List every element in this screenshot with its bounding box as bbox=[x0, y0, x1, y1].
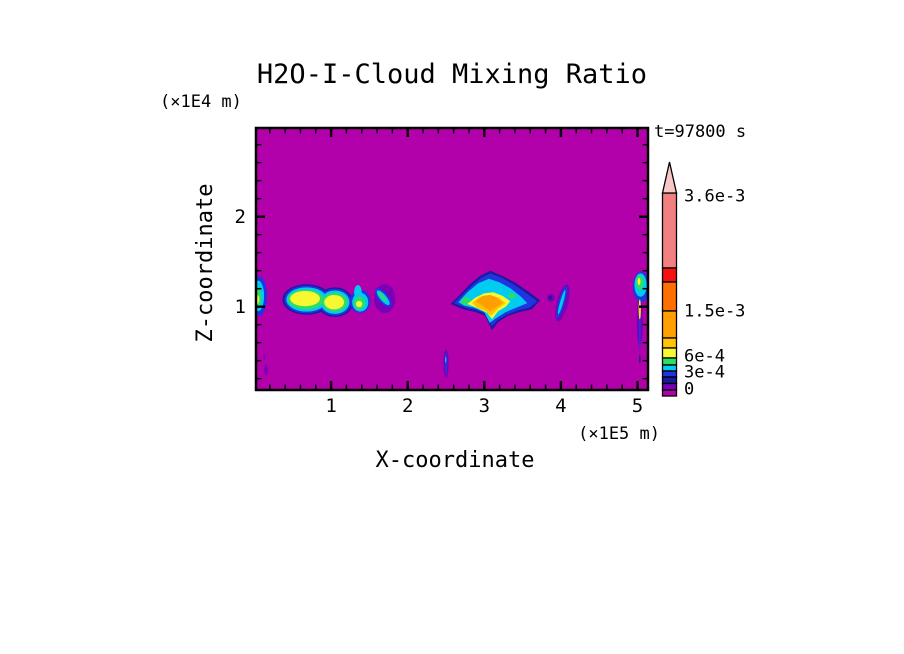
colorbar-band bbox=[661, 382, 678, 391]
cloud-contour bbox=[444, 352, 448, 375]
colorbar-band bbox=[661, 364, 678, 372]
cloud-contour bbox=[548, 295, 552, 300]
cloud-contour bbox=[637, 277, 641, 286]
colorbar-label: 3.6e-3 bbox=[684, 187, 745, 207]
cloud-contour bbox=[639, 303, 641, 318]
colorbar-band bbox=[661, 281, 678, 312]
z-tick-label: 2 bbox=[235, 206, 246, 228]
colorbar-arrow bbox=[661, 161, 678, 194]
plot-background bbox=[256, 128, 648, 390]
z-axis-unit: (×1E4 m) bbox=[160, 92, 242, 112]
x-axis-unit: (×1E5 m) bbox=[578, 424, 660, 444]
cloud-contour bbox=[475, 295, 503, 312]
cloud-contour bbox=[638, 309, 641, 351]
x-tick-label: 4 bbox=[555, 395, 566, 417]
colorbar-band bbox=[661, 267, 678, 283]
cloud-contour bbox=[639, 354, 641, 364]
plot-frame bbox=[254, 126, 650, 392]
x-tick-label: 2 bbox=[402, 395, 413, 417]
colorbar-band bbox=[661, 337, 678, 349]
colorbar-band bbox=[661, 376, 678, 385]
cloud-contour bbox=[461, 297, 471, 306]
colorbar-band bbox=[661, 192, 678, 269]
x-axis-title: X-coordinate bbox=[375, 448, 535, 473]
time-label: t=97800 s bbox=[654, 122, 747, 142]
colorbar-band bbox=[661, 347, 678, 359]
cloud-contour bbox=[355, 300, 363, 308]
cloud-contour bbox=[290, 290, 320, 307]
cloud-contour bbox=[324, 295, 345, 310]
colorbar-band bbox=[661, 357, 678, 366]
colorbar-label: 0 bbox=[684, 380, 694, 400]
cloud-contour bbox=[445, 356, 447, 363]
x-tick-label: 1 bbox=[325, 395, 336, 417]
cloud-contour bbox=[557, 290, 566, 315]
cloud-contour bbox=[263, 354, 266, 360]
axis-ticks bbox=[257, 129, 647, 389]
x-tick-label: 3 bbox=[479, 395, 490, 417]
z-tick-label: 1 bbox=[235, 296, 246, 318]
colorbar-label: 1.5e-3 bbox=[684, 302, 745, 322]
cloud-contour bbox=[508, 293, 516, 299]
colorbar-label: 6e-4 bbox=[684, 347, 725, 367]
plot-title: H2O-I-Cloud Mixing Ratio bbox=[256, 59, 648, 90]
colorbar-band bbox=[661, 389, 678, 397]
colorbar: 3.6e-3 1.5e-3 6e-43e-40 bbox=[661, 161, 745, 400]
x-tick-label: 5 bbox=[632, 395, 643, 417]
colorbar-band bbox=[661, 370, 678, 378]
cloud-contour bbox=[264, 364, 268, 376]
colorbar-band bbox=[661, 310, 678, 339]
cloud-contour bbox=[378, 291, 387, 302]
z-axis-title: Z-coordinate bbox=[193, 183, 218, 343]
colorbar-label: 3e-4 bbox=[684, 363, 725, 383]
cloud-field bbox=[256, 270, 648, 378]
